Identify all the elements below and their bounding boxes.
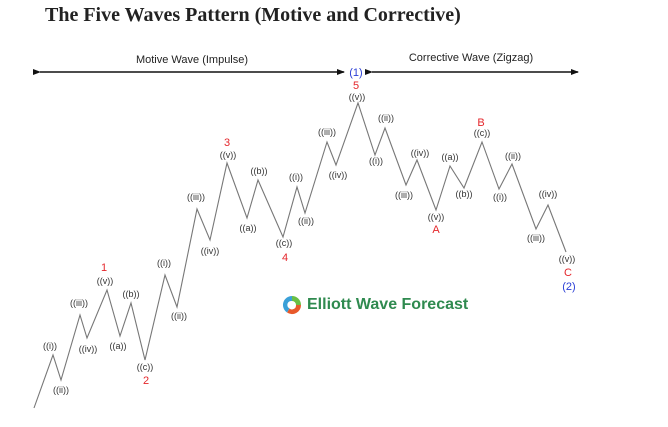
degree-label-2: (2) <box>562 281 575 293</box>
minor-wave-label: ((ii)) <box>505 151 521 161</box>
primary-wave-label: A <box>432 224 440 236</box>
minor-wave-label: ((i)) <box>289 172 303 182</box>
minor-wave-label: ((c)) <box>276 238 293 248</box>
wave-line <box>33 101 567 409</box>
degree-label-1: (1) <box>349 67 362 79</box>
minor-wave-label: ((v)) <box>428 212 445 222</box>
minor-wave-label: ((b)) <box>456 189 473 199</box>
minor-wave-label: ((i)) <box>493 192 507 202</box>
brand-name: Elliott Wave Forecast <box>307 296 469 313</box>
minor-wave-label: ((ii)) <box>53 385 69 395</box>
minor-wave-label: ((iv)) <box>539 189 558 199</box>
minor-wave-label: ((i)) <box>369 156 383 166</box>
minor-wave-label: ((v)) <box>349 92 366 102</box>
minor-wave-label: ((iii)) <box>70 298 88 308</box>
minor-wave-label: ((iii)) <box>395 190 413 200</box>
primary-wave-label: 2 <box>143 375 149 387</box>
minor-wave-label: ((iv)) <box>329 170 348 180</box>
minor-wave-label: ((v)) <box>559 254 576 264</box>
minor-wave-label: ((iv)) <box>411 148 430 158</box>
primary-wave-label: B <box>477 117 484 129</box>
minor-wave-label: ((v)) <box>97 276 114 286</box>
minor-wave-label: ((ii)) <box>171 311 187 321</box>
motive-wave-heading: Motive Wave (Impulse) <box>136 54 248 66</box>
brand-logo: Elliott Wave Forecast <box>281 294 468 316</box>
primary-wave-label: C <box>564 267 572 279</box>
primary-wave-label: 3 <box>224 137 230 149</box>
minor-wave-label: ((ii)) <box>378 113 394 123</box>
minor-wave-label: ((iv)) <box>201 246 220 256</box>
minor-wave-label: ((b)) <box>251 166 268 176</box>
minor-wave-label: ((c)) <box>137 362 154 372</box>
minor-wave-label: ((a)) <box>240 223 257 233</box>
corrective-wave-heading: Corrective Wave (Zigzag) <box>409 52 533 64</box>
minor-wave-label: ((a)) <box>110 341 127 351</box>
minor-wave-label: ((a)) <box>442 152 459 162</box>
minor-wave-label: ((i)) <box>43 341 57 351</box>
minor-wave-label: ((iv)) <box>79 344 98 354</box>
minor-wave-label: ((v)) <box>220 150 237 160</box>
primary-wave-label: 5 <box>353 80 359 92</box>
minor-wave-label: ((iii)) <box>318 127 336 137</box>
minor-wave-label: ((iii)) <box>187 192 205 202</box>
minor-wave-label: ((i)) <box>157 258 171 268</box>
primary-wave-labels: 1 2 3 4 5 A B C <box>101 80 572 387</box>
primary-wave-label: 4 <box>282 252 288 264</box>
minor-wave-label: ((b)) <box>123 289 140 299</box>
minor-wave-label: ((ii)) <box>298 216 314 226</box>
minor-wave-labels: ((i)) ((ii)) ((iii)) ((iv)) ((v)) ((a)) ((b)) (… <box>43 92 575 395</box>
page-title: The Five Waves Pattern (Motive and Corre… <box>45 4 461 26</box>
minor-wave-label: ((iii)) <box>527 233 545 243</box>
ewf-logo-icon <box>282 295 301 315</box>
primary-wave-label: 1 <box>101 262 107 274</box>
minor-wave-label: ((c)) <box>474 128 491 138</box>
